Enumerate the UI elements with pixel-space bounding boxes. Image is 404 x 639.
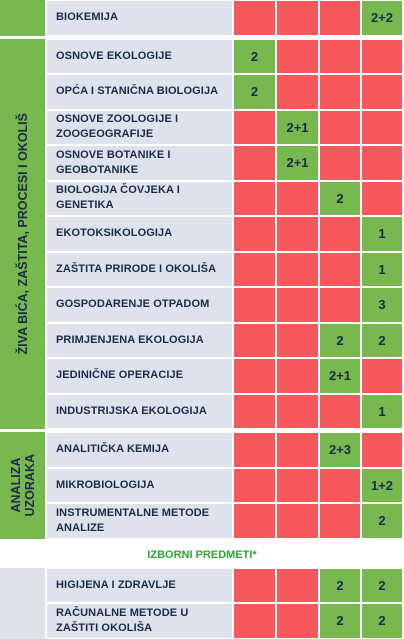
grade-cell xyxy=(277,468,318,502)
grade-cell xyxy=(320,146,360,180)
grade-cell xyxy=(277,39,318,73)
grade-cell xyxy=(320,468,360,502)
grade-cell xyxy=(277,433,318,467)
section-heading: IZBORNI PREDMETI* xyxy=(0,541,404,568)
grade-cell xyxy=(320,252,360,286)
grade-cell xyxy=(320,394,360,428)
group-cell xyxy=(0,567,45,639)
grade-cell xyxy=(277,75,318,109)
grade-cell xyxy=(320,110,360,144)
subject-cell: BIOLOGIJA ČOVJEKA I GENETIKA xyxy=(47,181,232,215)
grade-cell: 2 xyxy=(234,75,275,109)
grade-cell: 2 xyxy=(320,323,360,357)
group-label: ŽIVA BIĆA, ZAŠTITA, PROCESI I OKOLIŠ xyxy=(15,113,30,355)
grade-cell xyxy=(320,39,360,73)
grade-cell xyxy=(234,394,275,428)
subject-cell: MIKROBIOLOGIJA xyxy=(47,468,232,502)
grade-cell xyxy=(277,181,318,215)
grade-cell xyxy=(234,110,275,144)
grade-cell xyxy=(277,504,318,538)
grade-cell xyxy=(234,217,275,251)
subject-cell: OPĆA I STANIČNA BIOLOGIJA xyxy=(47,75,232,109)
grade-cell xyxy=(362,39,402,73)
grade-cell xyxy=(234,288,275,322)
subject-cell: INSTRUMENTALNE METODE ANALIZE xyxy=(47,504,232,538)
grade-cell: 2+3 xyxy=(320,433,360,467)
grade-cell xyxy=(277,288,318,322)
grade-cell xyxy=(277,323,318,357)
grade-cell xyxy=(277,359,318,393)
grade-cell xyxy=(362,110,402,144)
subject-cell: EKOTOKSIKOLOGIJA xyxy=(47,217,232,251)
grade-cell: 1 xyxy=(362,252,402,286)
grade-cell xyxy=(320,75,360,109)
grade-cell: 2+2 xyxy=(362,1,402,35)
grade-cell xyxy=(234,252,275,286)
grade-cell xyxy=(277,217,318,251)
grade-cell xyxy=(234,323,275,357)
subject-cell: INDUSTRIJSKA EKOLOGIJA xyxy=(47,394,232,428)
group-cell xyxy=(0,0,45,36)
grade-cell xyxy=(234,181,275,215)
grade-cell: 2+1 xyxy=(277,146,318,180)
grade-cell: 2 xyxy=(362,604,402,638)
grade-cell xyxy=(320,288,360,322)
grade-cell: 3 xyxy=(362,288,402,322)
grade-cell xyxy=(277,568,318,602)
grade-cell xyxy=(277,394,318,428)
grade-cell xyxy=(320,1,360,35)
subject-cell: HIGIJENA I ZDRAVLJE xyxy=(47,568,232,602)
grade-cell xyxy=(277,252,318,286)
grade-cell xyxy=(320,217,360,251)
grade-cell xyxy=(362,359,402,393)
subject-cell: BIOKEMIJA xyxy=(47,1,232,35)
subject-cell: OSNOVE ZOOLOGIJE I ZOOGEOGRAFIJE xyxy=(47,110,232,144)
subject-cell: RAČUNALNE METODE U ZAŠTITI OKOLIŠA xyxy=(47,604,232,638)
grade-cell: 2 xyxy=(362,504,402,538)
grade-cell: 2+1 xyxy=(320,359,360,393)
grade-cell: 1 xyxy=(362,394,402,428)
grade-cell: 2+1 xyxy=(277,110,318,144)
grade-cell: 2 xyxy=(320,604,360,638)
grade-cell xyxy=(234,504,275,538)
subject-cell: OSNOVE EKOLOGIJE xyxy=(47,39,232,73)
grade-cell xyxy=(234,468,275,502)
grade-cell: 1+2 xyxy=(362,468,402,502)
grade-cell xyxy=(234,604,275,638)
group-cell: ANALIZA UZORAKA xyxy=(0,432,45,539)
grade-cell xyxy=(277,604,318,638)
subject-cell: OSNOVE BOTANIKE I GEOBOTANIKE xyxy=(47,146,232,180)
group-cell: ŽIVA BIĆA, ZAŠTITA, PROCESI I OKOLIŠ xyxy=(0,38,45,429)
subject-cell: ZAŠTITA PRIRODE I OKOLIŠA xyxy=(47,252,232,286)
grade-cell: 2 xyxy=(362,323,402,357)
grade-cell xyxy=(362,75,402,109)
grade-cell: 1 xyxy=(362,217,402,251)
grade-cell: 2 xyxy=(320,568,360,602)
subject-cell: JEDINIČNE OPERACIJE xyxy=(47,359,232,393)
grade-cell xyxy=(362,433,402,467)
grade-cell xyxy=(234,568,275,602)
grade-cell xyxy=(234,146,275,180)
grade-cell xyxy=(320,504,360,538)
grade-cell: 2 xyxy=(234,39,275,73)
grade-cell xyxy=(234,359,275,393)
grade-cell xyxy=(362,181,402,215)
subject-cell: PRIMJENJENA EKOLOGIJA xyxy=(47,323,232,357)
grade-cell xyxy=(362,146,402,180)
subject-cell: GOSPODARENJE OTPADOM xyxy=(47,288,232,322)
grade-cell: 2 xyxy=(320,181,360,215)
grade-cell xyxy=(234,1,275,35)
grade-cell xyxy=(234,433,275,467)
grade-cell: 2 xyxy=(362,568,402,602)
subject-cell: ANALITIČKA KEMIJA xyxy=(47,433,232,467)
grade-cell xyxy=(277,1,318,35)
group-label: ANALIZA UZORAKA xyxy=(8,454,37,517)
